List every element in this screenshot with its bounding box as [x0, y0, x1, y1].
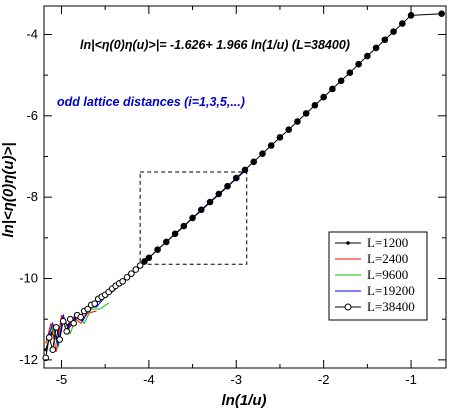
series-l38400-point	[163, 238, 170, 246]
series-l38400-point	[224, 182, 231, 190]
series-l38400-point	[285, 126, 292, 133]
series-l38400	[42, 10, 445, 362]
series-layer	[42, 10, 445, 362]
series-l38400-point	[123, 273, 131, 281]
legend-item-l19200: L=19200	[335, 283, 415, 298]
series-l38400-point	[119, 278, 126, 285]
series-l38400-point	[232, 174, 240, 182]
series-l38400-point	[49, 346, 57, 353]
series-l38400-point	[206, 198, 214, 206]
x-tick-label: -3	[230, 372, 242, 387]
fit-equation-annotation: ln|<η(0)η(u)>|= -1.626+ 1.966 ln(1/u) (L…	[80, 38, 350, 52]
series-l38400-point	[59, 317, 67, 325]
y-tick-label: -6	[26, 108, 38, 123]
series-l38400-point	[77, 313, 85, 321]
series-l38400-point	[294, 118, 301, 125]
series-l38400-point	[215, 190, 223, 198]
x-tick-label: -1	[405, 372, 417, 387]
legend-item-l2400: L=2400	[335, 251, 408, 266]
legend-label-l38400: L=38400	[367, 299, 415, 314]
series-l38400-point	[250, 158, 258, 166]
series-l38400-point	[259, 150, 266, 157]
inset-zoom-box	[139, 171, 248, 265]
series-l38400-point	[56, 336, 64, 343]
series-l38400-point	[390, 28, 397, 35]
legend-item-l1200: L=1200	[335, 235, 408, 250]
series-l38400-point	[198, 206, 205, 214]
y-axis-title: ln|<η(0)η(u)>|	[0, 142, 17, 237]
x-axis-title: ln(1/u)	[222, 392, 267, 409]
series-l38400-point	[136, 262, 144, 269]
series-l38400-point	[364, 52, 371, 60]
y-tick-label: -12	[19, 352, 38, 367]
series-l38400-point	[132, 266, 140, 273]
x-tick-label: -4	[143, 372, 155, 387]
plot-frame	[43, 5, 447, 369]
series-l38400-point	[399, 20, 406, 27]
x-tick-label: -5	[56, 372, 68, 387]
legend: L=1200 L=2400 L=9600 L=19200 L=38400	[328, 231, 428, 321]
series-l38400-point	[355, 60, 362, 68]
series-l38400-point	[66, 315, 74, 323]
legend-label-l9600: L=9600	[367, 267, 408, 282]
series-l38400-point	[189, 214, 196, 222]
series-l38400-point	[372, 44, 380, 52]
inset-box-rect	[139, 171, 248, 265]
series-l38400-point	[52, 324, 60, 331]
series-l38400-point	[128, 270, 135, 277]
legend-item-l9600: L=9600	[335, 267, 408, 282]
legend-label-l2400: L=2400	[367, 251, 408, 266]
series-l38400-point	[241, 166, 249, 174]
series-l38400-point	[145, 254, 153, 262]
y-tick-label: -4	[26, 26, 38, 41]
ticks-layer: -5 -4 -3 -2 -1 -12 -10 -8 -6 -4	[19, 6, 446, 387]
series-l38400-point	[45, 334, 53, 341]
series-l38400-point	[141, 258, 148, 265]
legend-label-l1200: L=1200	[367, 235, 408, 250]
legend-item-l38400: L=38400	[335, 299, 415, 314]
legend-marker-l38400	[344, 303, 352, 311]
series-l38400-point	[63, 328, 71, 335]
series-l38400-point	[171, 230, 179, 238]
series-l38400-point	[320, 93, 327, 101]
series-l38400-point	[42, 354, 50, 362]
series-l38400-point	[346, 69, 354, 77]
series-l38400-point	[91, 300, 98, 308]
odd-distances-annotation: odd lattice distances (i=1,3,5,...)	[57, 95, 245, 109]
y-tick-label: -8	[26, 189, 38, 204]
legend-marker-l1200	[346, 241, 350, 245]
series-l38400-point	[84, 305, 91, 313]
series-l38400-point	[381, 36, 389, 44]
series-l38400-point	[276, 134, 284, 141]
legend-label-l19200: L=19200	[367, 283, 415, 298]
series-l38400-point	[329, 85, 336, 93]
series-l38400-point	[154, 246, 161, 253]
y-tick-label: -10	[19, 271, 38, 286]
series-l38400-point	[180, 222, 188, 230]
series-l38400-point	[302, 110, 310, 117]
series-l38400-point	[438, 10, 445, 18]
series-l38400-point	[70, 319, 78, 327]
series-l38400-point	[311, 101, 319, 109]
x-tick-label: -2	[318, 372, 330, 387]
series-l38400-point	[337, 77, 345, 85]
series-l38400-point	[267, 142, 275, 149]
